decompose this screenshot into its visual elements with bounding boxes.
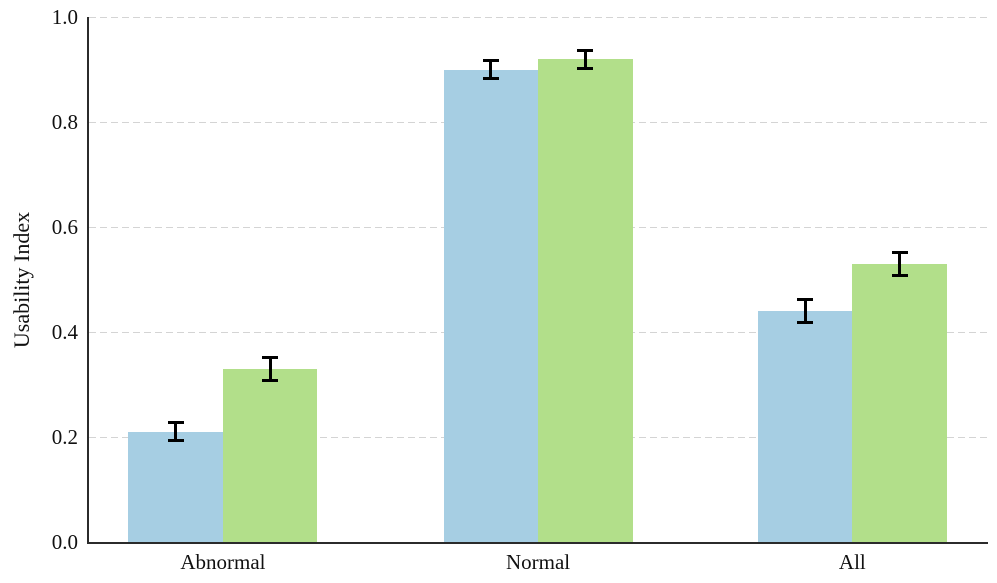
errorbar-cap-bottom bbox=[482, 77, 499, 80]
errorbar-line bbox=[174, 421, 178, 443]
errorbar-cap-bottom bbox=[797, 321, 814, 325]
errorbar-green-bars-normal bbox=[577, 48, 594, 70]
errorbar-green-bars-abnormal bbox=[262, 355, 279, 382]
bar-blue-bars-all bbox=[757, 311, 853, 542]
y-tick-label-0.2: 0.2 bbox=[51, 425, 78, 449]
bar-blue-bars-abnormal bbox=[128, 431, 223, 542]
bar-green-bars-all bbox=[852, 263, 947, 542]
errorbar-blue-bars-abnormal bbox=[167, 421, 184, 443]
errorbar-blue-bars-all bbox=[797, 297, 814, 325]
errorbar-cap-top bbox=[891, 250, 908, 254]
x-tick-label-normal: Normal bbox=[505, 550, 571, 574]
errorbar-cap-top bbox=[797, 297, 814, 301]
errorbar-line bbox=[803, 297, 807, 325]
bar-green-bars-abnormal bbox=[222, 368, 318, 542]
bar-green-bars-normal bbox=[538, 59, 633, 542]
errorbar-line bbox=[268, 355, 272, 382]
y-tick-label-1.0: 1.0 bbox=[51, 5, 78, 29]
errorbar-blue-bars-normal bbox=[482, 59, 499, 80]
y-axis-spine bbox=[87, 17, 89, 543]
errorbar-line bbox=[489, 59, 493, 80]
y-tick-label-0.0: 0.0 bbox=[51, 530, 78, 554]
errorbar-line bbox=[583, 48, 587, 70]
errorbar-line bbox=[898, 250, 902, 277]
x-tick-label-all: All bbox=[838, 550, 866, 574]
errorbar-cap-bottom bbox=[577, 66, 594, 70]
errorbar-cap-bottom bbox=[262, 378, 279, 382]
y-tick-label-0.8: 0.8 bbox=[51, 110, 78, 134]
y-tick-label-0.6: 0.6 bbox=[51, 215, 78, 239]
errorbar-cap-bottom bbox=[167, 439, 184, 443]
errorbar-cap-top bbox=[482, 59, 499, 62]
gridline-1 bbox=[89, 16, 988, 18]
errorbar-green-bars-all bbox=[891, 250, 908, 277]
y-tick-label-0.4: 0.4 bbox=[51, 320, 78, 344]
x-tick-label-abnormal: Abnormal bbox=[180, 550, 266, 574]
errorbar-cap-bottom bbox=[891, 273, 908, 277]
x-axis-spine bbox=[87, 542, 988, 544]
plot-area bbox=[87, 16, 988, 544]
errorbar-cap-top bbox=[167, 421, 184, 425]
errorbar-cap-top bbox=[262, 355, 279, 359]
errorbar-cap-top bbox=[577, 48, 594, 52]
bar-blue-bars-normal bbox=[443, 69, 539, 542]
